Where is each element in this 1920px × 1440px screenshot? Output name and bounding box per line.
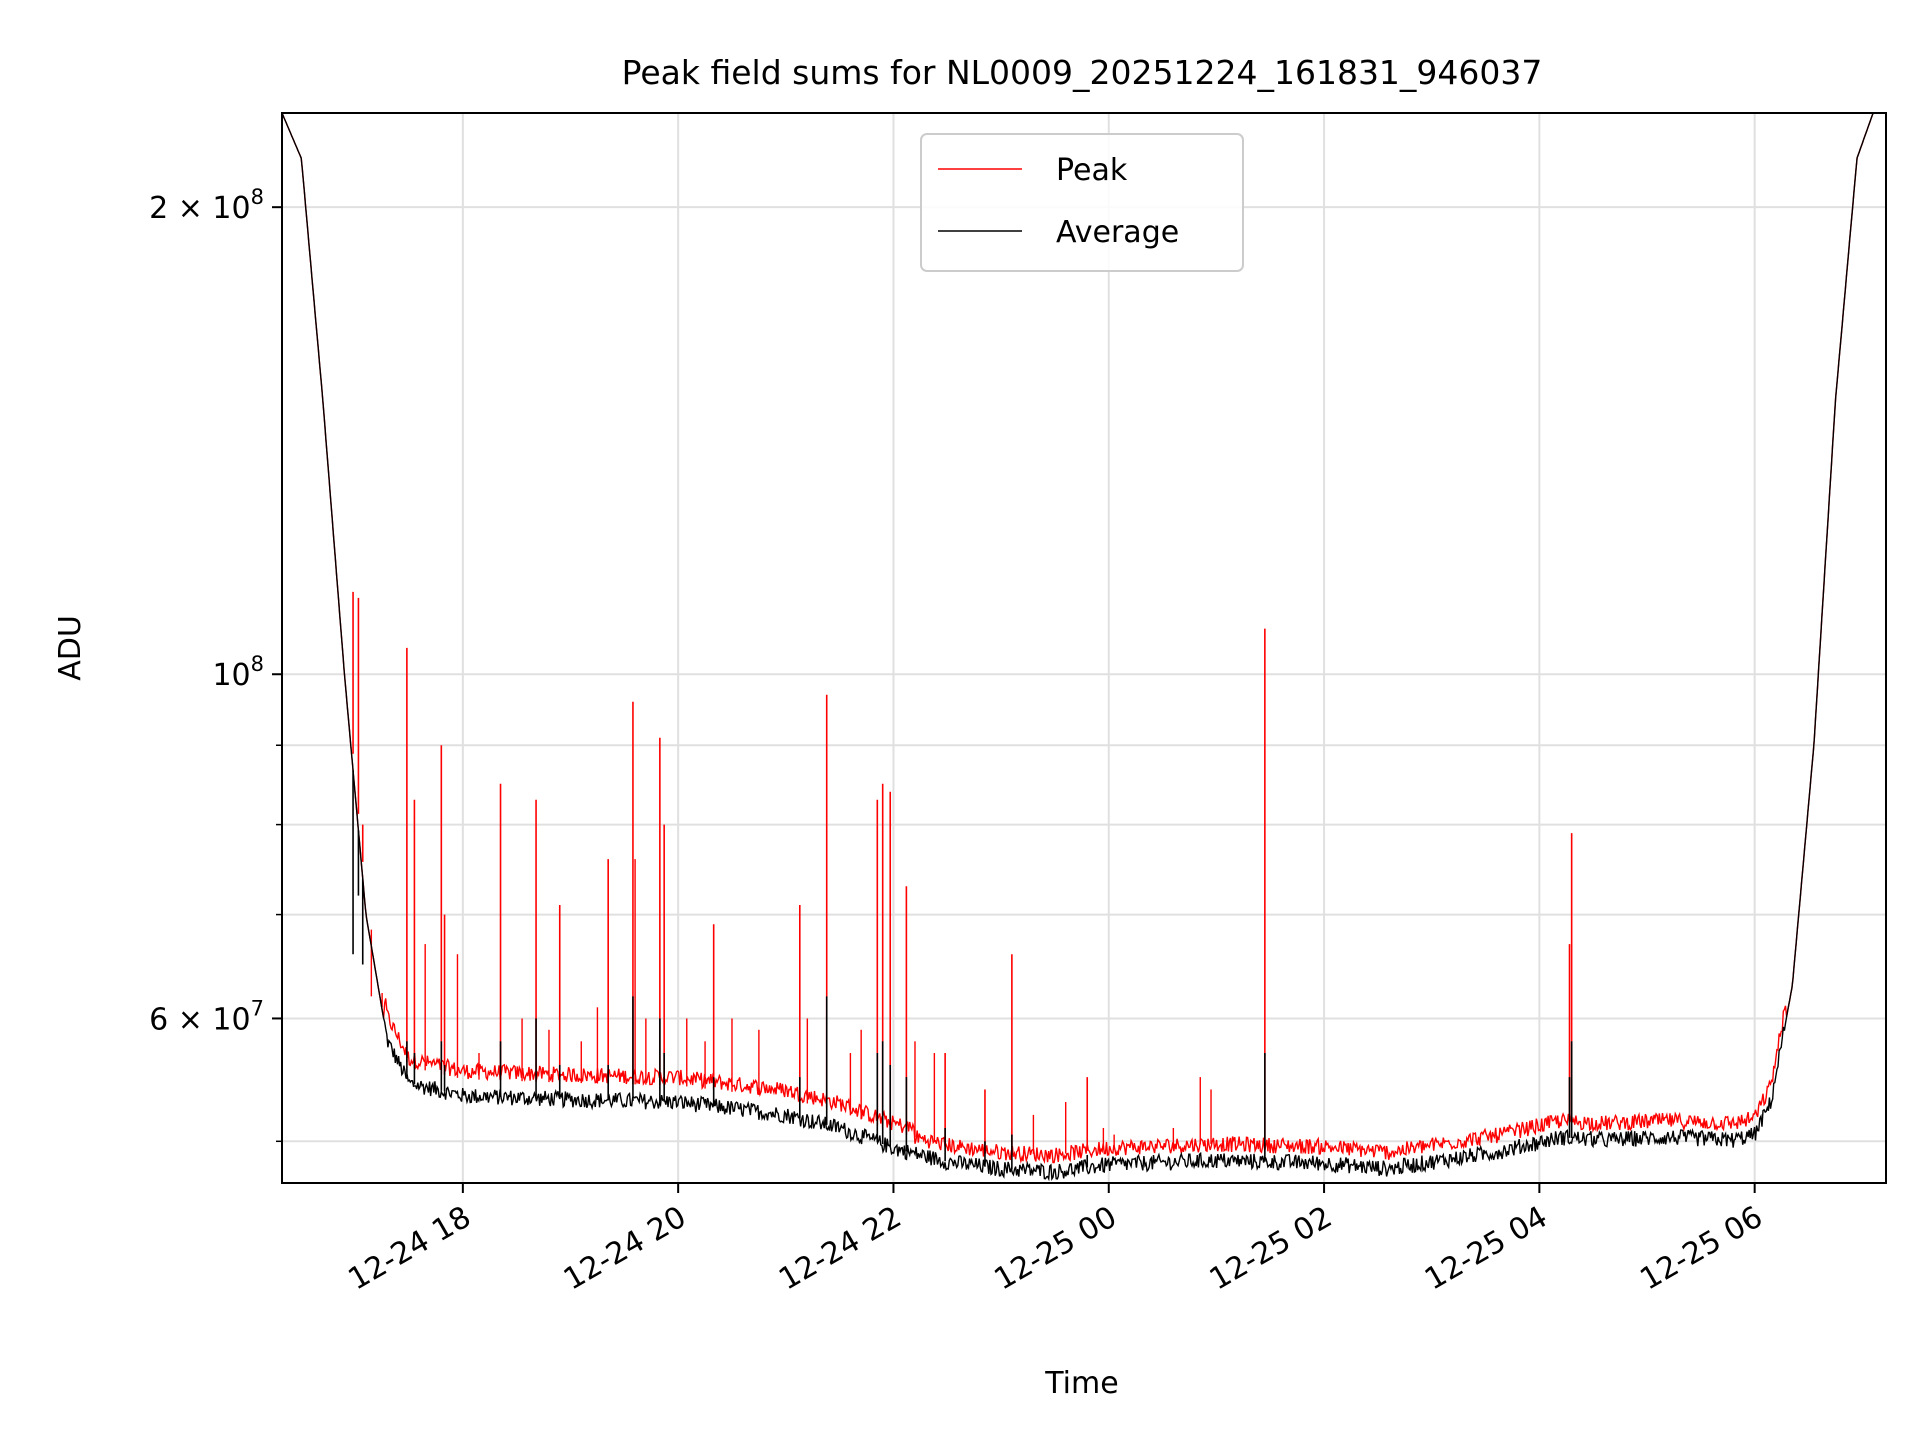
chart-title: Peak field sums for NL0009_20251224_1618… [622,53,1543,92]
series-group [282,113,1886,1182]
y-tick-label: 2 × 108 [149,185,264,226]
series-average-line [282,113,1886,1182]
y-tick-label: 6 × 107 [149,996,264,1037]
y-axis-label: ADU [53,615,88,681]
legend-average-label: Average [1056,215,1179,250]
axes-frame [281,112,1887,1184]
legend-peak-label: Peak [1056,153,1128,188]
y-axis: 2 × 108 108 6 × 107 [149,185,282,1143]
x-axis-label: Time [1044,1366,1118,1401]
y-tick-label: 108 [212,652,264,693]
plot-area [282,113,1886,1182]
legend: Peak Average [920,133,1244,272]
